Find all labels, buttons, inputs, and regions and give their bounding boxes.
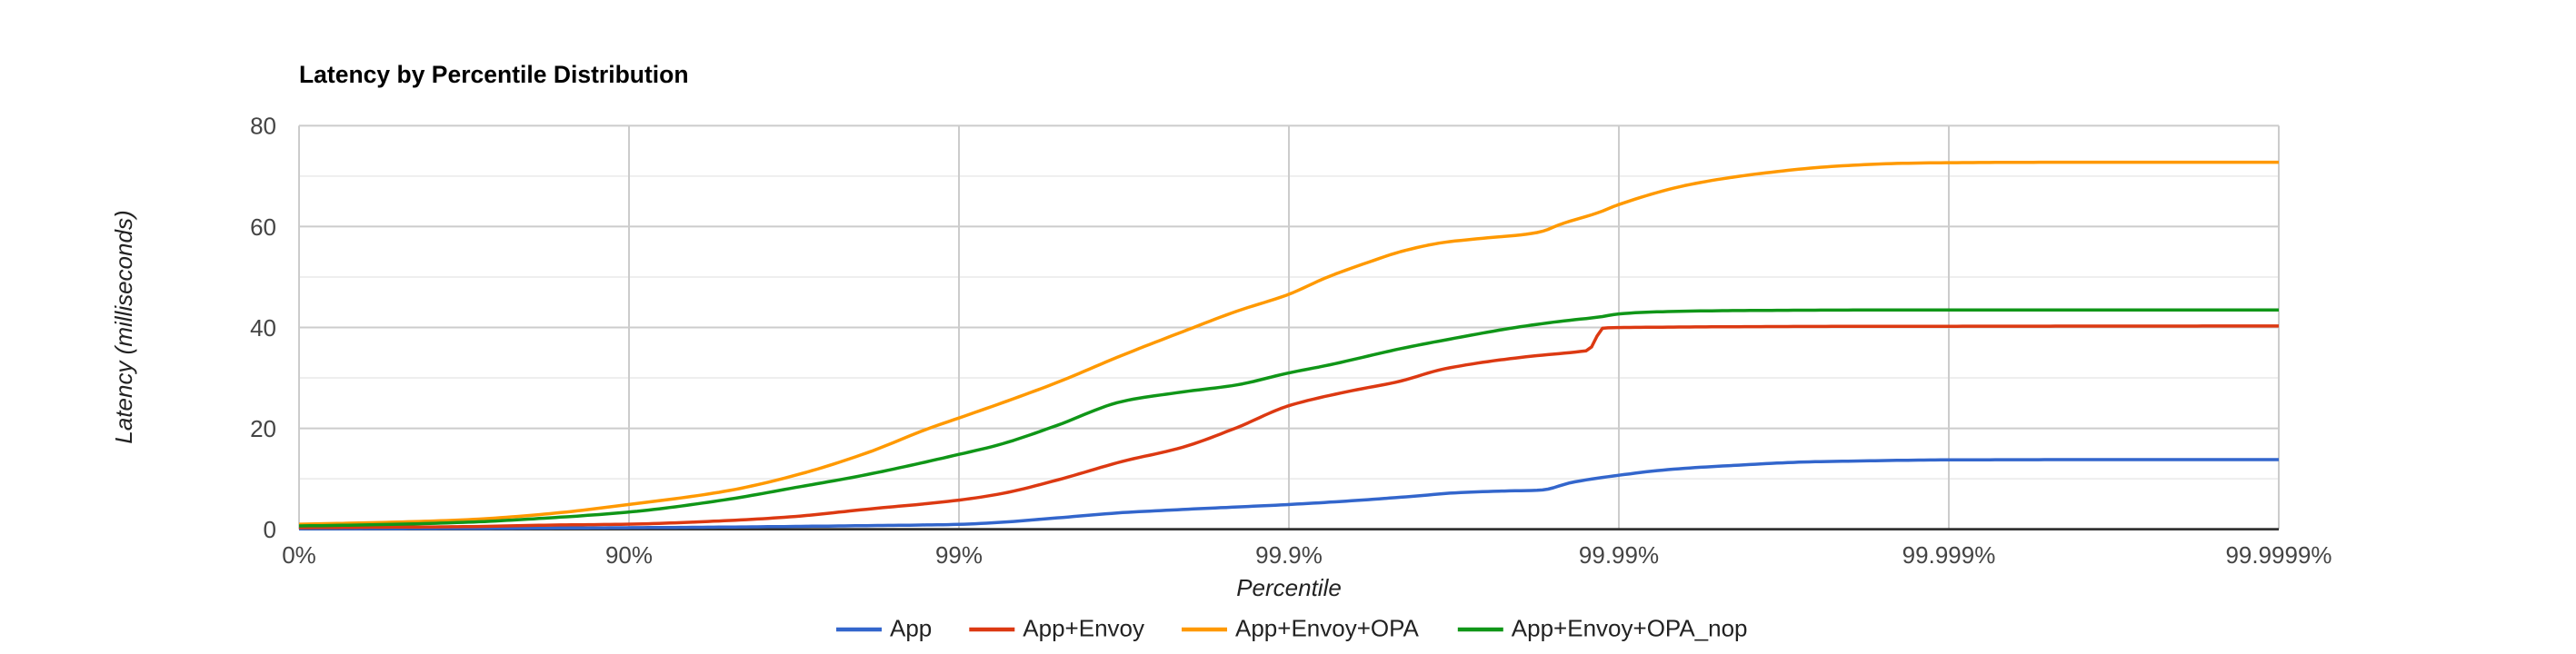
svg-text:99.9999%: 99.9999% [2225, 541, 2331, 569]
svg-text:99.9%: 99.9% [1255, 541, 1323, 569]
svg-text:99.999%: 99.999% [1902, 541, 1996, 569]
svg-text:99.99%: 99.99% [1579, 541, 1659, 569]
svg-text:Latency (milliseconds): Latency (milliseconds) [110, 210, 137, 443]
svg-text:Latency by Percentile Distribu: Latency by Percentile Distribution [299, 61, 689, 88]
svg-text:80: 80 [250, 113, 276, 140]
svg-text:99%: 99% [935, 541, 983, 569]
svg-text:App+Envoy+OPA_nop: App+Envoy+OPA_nop [1512, 615, 1748, 642]
svg-text:App+Envoy: App+Envoy [1023, 615, 1144, 642]
svg-text:90%: 90% [605, 541, 653, 569]
svg-text:0: 0 [264, 516, 276, 543]
svg-text:60: 60 [250, 213, 276, 241]
svg-text:Percentile: Percentile [1236, 574, 1342, 601]
svg-text:App: App [890, 615, 932, 642]
svg-text:0%: 0% [282, 541, 316, 569]
svg-text:40: 40 [250, 314, 276, 342]
svg-text:20: 20 [250, 415, 276, 442]
svg-text:App+Envoy+OPA: App+Envoy+OPA [1235, 615, 1420, 642]
